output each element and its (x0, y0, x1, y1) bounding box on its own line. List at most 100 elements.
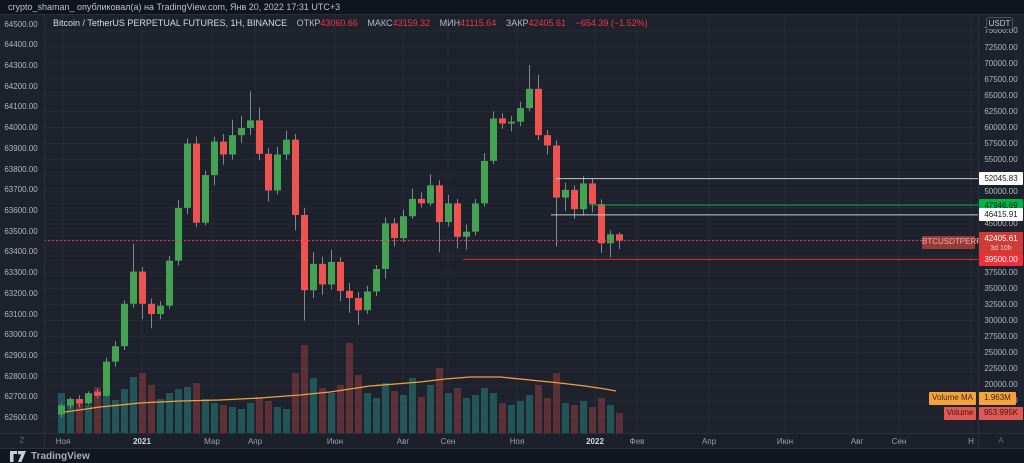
volume-bar (400, 395, 407, 433)
high-value: 43159.32 (392, 18, 431, 28)
volume-bar (67, 403, 74, 433)
candle-body (58, 405, 65, 415)
candle-body (139, 271, 146, 304)
volume-bar (607, 405, 614, 433)
candle-body (364, 291, 371, 311)
candle-body (166, 260, 173, 306)
left-axis-divider (44, 14, 45, 448)
volume-bar (157, 399, 164, 433)
candle-body (616, 234, 623, 241)
chart-background[interactable] (0, 14, 1024, 433)
volume-bar (211, 403, 218, 433)
time-axis-label: Апр (247, 437, 263, 446)
volume-bar (436, 368, 443, 433)
left-axis-tick-label: 63000.00 (4, 330, 38, 340)
volume-bar (526, 395, 533, 433)
right-axis-tick-label: 22500.00 (984, 364, 1018, 374)
candle-body (409, 198, 416, 217)
left-axis-tick-label: 64500.00 (4, 19, 38, 29)
candle-body (472, 203, 479, 232)
candle-body (310, 263, 317, 291)
close-label: ЗАКР (505, 18, 529, 28)
publication-info: crypto_shaman_ опубликовал(а) на Trading… (8, 2, 341, 12)
candle-body (598, 204, 605, 244)
volume-bar (598, 398, 605, 433)
right-axis-tick-label: 32500.00 (984, 299, 1018, 309)
volume-bar (472, 395, 479, 433)
right-axis-tick-label: 67500.00 (984, 74, 1018, 84)
volume-bar (364, 393, 371, 433)
volume-bar (166, 393, 173, 433)
volume-bar (112, 400, 119, 433)
left-axis-tick-label: 62800.00 (4, 371, 38, 381)
right-axis-tick-label: 50000.00 (984, 187, 1018, 197)
tradingview-logo-icon (10, 450, 26, 462)
candle-body (391, 223, 398, 239)
left-axis-tick-label: 64300.00 (4, 60, 38, 70)
volume-bar (373, 398, 380, 433)
currency-scale-button[interactable]: USDT (986, 17, 1013, 30)
bar-countdown: 3d 10h (990, 245, 1012, 252)
candle-body (283, 139, 290, 155)
candle-body (463, 231, 470, 237)
volume-bar (148, 385, 155, 433)
time-axis-label: Авг (396, 437, 410, 446)
candle-body (517, 108, 524, 122)
candle-body (247, 120, 254, 129)
volume-bar (580, 401, 587, 433)
topbar-divider (0, 14, 1024, 15)
left-axis-tick-label: 64200.00 (4, 81, 38, 91)
price-level-chip: 47946.69 (979, 198, 1023, 212)
volume-bar (481, 388, 488, 433)
price-level-chip: 39500.00 (979, 252, 1023, 266)
time-axis-left-corner: Z (19, 436, 25, 445)
volume-bar (229, 407, 236, 433)
candle-body (607, 234, 614, 244)
publication-topbar: crypto_shaman_ опубликовал(а) на Trading… (0, 0, 1024, 14)
volume-bar (292, 373, 299, 433)
time-axis-label: Авг (850, 437, 864, 446)
time-axis-strip[interactable] (0, 433, 1024, 448)
volume-bar (193, 383, 200, 433)
candle-body (400, 216, 407, 239)
left-axis-tick-label: 64000.00 (4, 123, 38, 133)
right-axis-tick-label: 37500.00 (984, 267, 1018, 277)
right-axis-tick-label: 30000.00 (984, 315, 1018, 325)
volume-bar (499, 403, 506, 433)
volume-bar (265, 401, 272, 433)
volume-bar (202, 399, 209, 433)
bottom-brand-strip (0, 448, 1024, 463)
low-label: МИН (439, 18, 461, 28)
volume-bar (76, 399, 83, 433)
close-value: 42405.61 (528, 18, 567, 28)
volume-bar (409, 378, 416, 433)
time-axis-label: Июн (776, 437, 794, 446)
candle-body (121, 303, 128, 347)
time-axis-label: Мар (204, 437, 220, 446)
volume-ma-value-chip: 1.963M (979, 392, 1016, 405)
candle-body (265, 153, 272, 191)
tradingview-logo[interactable]: TradingView (10, 450, 90, 462)
time-axis-label: Ноя (509, 437, 525, 446)
right-axis-tick-label: 25000.00 (984, 348, 1018, 358)
volume-bar (103, 395, 110, 433)
candle-body (418, 198, 425, 204)
volume-bar (535, 385, 542, 433)
left-axis-tick-label: 62700.00 (4, 392, 38, 402)
volume-bar (544, 398, 551, 433)
candle-body (274, 154, 281, 191)
volume-ma-line (57, 376, 617, 414)
volume-bar (301, 345, 308, 433)
candle-body (535, 88, 542, 136)
left-axis-tick-label: 63300.00 (4, 268, 38, 278)
right-axis-tick-label: 62500.00 (984, 106, 1018, 116)
volume-bar (346, 343, 353, 433)
candle-body (85, 393, 92, 404)
left-axis-tick-label: 63200.00 (4, 288, 38, 298)
bottom-strip-divider (0, 448, 1024, 449)
candle-body (562, 189, 569, 198)
left-axis-tick-label: 63400.00 (4, 247, 38, 257)
candle-body (436, 185, 443, 223)
symbol-title: Bitcoin / TetherUS PERPETUAL FUTURES, 1H… (53, 18, 288, 28)
